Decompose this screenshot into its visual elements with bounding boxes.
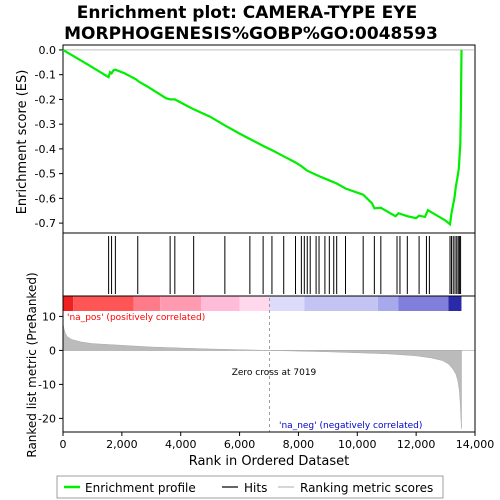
legend-frame	[56, 475, 444, 499]
pos-label: 'na_pos' (positively correlated)	[67, 313, 205, 323]
colorbar-segment	[269, 296, 305, 311]
es-y-tick-label: -0.7	[35, 217, 56, 230]
colorbar-segment	[377, 296, 399, 311]
es-y-tick-label: -0.4	[35, 143, 56, 156]
es-panel: 0.0 -0.1 -0.2 -0.3 -0.4 -0.5 -0.6 -0.7 Enrichme…	[15, 44, 476, 234]
metric-y-tick-label: -10	[38, 378, 56, 391]
es-y-tick-label: -0.2	[35, 93, 56, 106]
x-tick-label: 0	[60, 438, 67, 451]
rank-colorbar	[63, 296, 462, 311]
colorbar-segment	[239, 296, 270, 311]
legend-metric-label: Ranking metric scores	[300, 481, 433, 495]
es-y-tick-label: -0.5	[35, 168, 56, 181]
es-y-tick-label: -0.3	[35, 118, 56, 131]
colorbar-segment	[73, 296, 134, 311]
colorbar-segment	[304, 296, 378, 311]
metric-ticks: 10 0 -10 -20 0 2,000 4,000 6,000 8,000 10,000 12,0…	[38, 310, 494, 451]
metric-layer	[62, 298, 475, 432]
colorbar-segment	[201, 296, 240, 311]
metric-panel: 10 0 -10 -20 0 2,000 4,000 6,000 8,000 10,000 12,0…	[25, 272, 494, 469]
x-tick-label: 12,000	[397, 438, 436, 451]
legend-profile-label: Enrichment profile	[85, 481, 196, 495]
legend-hits-label: Hits	[244, 481, 267, 495]
x-tick-label: 4,000	[165, 438, 197, 451]
x-axis-label: Rank in Ordered Dataset	[189, 454, 350, 469]
zero-cross-label: Zero cross at 7019	[232, 368, 317, 378]
colorbar-segment	[448, 296, 462, 311]
metric-y-tick-label: 10	[42, 310, 56, 323]
es-y-tick-label: -0.6	[35, 192, 56, 205]
metric-panel-frame	[62, 295, 476, 433]
x-tick-label: 8,000	[283, 438, 315, 451]
metric-area	[62, 323, 462, 429]
metric-y-axis-label: Ranked list metric (PreRanked)	[25, 272, 39, 457]
x-tick-label: 14,000	[456, 438, 495, 451]
es-profile-line	[62, 48, 463, 227]
legend: Enrichment profile Hits Ranking metric s…	[56, 475, 444, 499]
metric-y-tick-label: -20	[38, 412, 56, 425]
hits-panel	[62, 232, 476, 297]
colorbar-segment	[160, 296, 202, 311]
x-tick-label: 6,000	[224, 438, 256, 451]
metric-y-tick-label: 0	[49, 344, 56, 357]
es-y-ticks: 0.0 -0.1 -0.2 -0.3 -0.4 -0.5 -0.6 -0.7	[35, 44, 475, 230]
es-profile-layer	[62, 48, 463, 227]
x-tick-label: 10,000	[338, 438, 377, 451]
hits-panel-frame	[62, 232, 476, 297]
colorbar-segment	[63, 296, 74, 311]
chart-title-line1: Enrichment plot: CAMERA-TYPE EYE	[77, 3, 417, 23]
chart-title-line2: MORPHOGENESIS%GOBP%GO:0048593	[64, 24, 438, 44]
x-tick-label: 2,000	[106, 438, 138, 451]
hits-layer	[108, 236, 462, 294]
es-y-axis-label: Enrichment score (ES)	[15, 70, 30, 215]
colorbar-segment	[398, 296, 449, 311]
colorbar-segment	[133, 296, 161, 311]
neg-label: 'na_neg' (negatively correlated)	[279, 421, 422, 431]
es-y-tick-label: -0.1	[35, 69, 56, 82]
es-y-tick-label: 0.0	[39, 44, 57, 57]
